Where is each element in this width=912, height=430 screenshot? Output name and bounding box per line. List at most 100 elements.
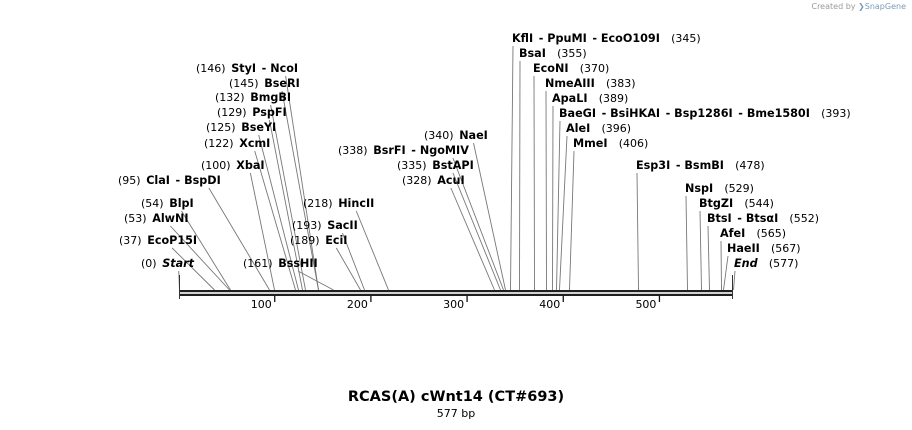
label-gap — [590, 122, 601, 135]
watermark-brand: SnapGene — [864, 2, 906, 11]
enzyme-name: BaeGI — [559, 107, 596, 120]
sequence-backbone — [179, 275, 733, 299]
leader-line — [707, 225, 710, 291]
enzyme-name: BseRI — [264, 77, 300, 90]
snapgene-watermark: Created by ❯SnapGene — [811, 2, 906, 11]
site-position: (122) — [204, 137, 234, 150]
backbone-bottom-strand — [179, 293, 733, 296]
site-position: (189) — [290, 234, 320, 247]
enzyme-label-text: (340) NaeI — [424, 129, 488, 142]
enzyme-name: EcoO109I — [601, 32, 660, 45]
enzyme-label: (129) PspFI — [217, 106, 287, 119]
label-gap — [713, 182, 724, 195]
enzyme-label: (340) NaeI — [424, 129, 488, 142]
enzyme-label: (338) BsrFI - NgoMIV — [338, 144, 469, 157]
leader-line — [556, 120, 561, 291]
enzyme-label-text: End (577) — [734, 257, 798, 270]
enzyme-name: EcoNI — [533, 62, 569, 75]
enzyme-label: (0) Start — [141, 257, 195, 270]
leader-line — [249, 172, 275, 291]
label-gap — [745, 227, 756, 240]
site-position: (552) — [789, 212, 819, 225]
site-position: (340) — [424, 129, 454, 142]
construct-length: 577 bp — [436, 407, 476, 420]
enzyme-name: ApaLI — [552, 92, 588, 105]
enzyme-label-text: BtgZI (544) — [699, 197, 774, 210]
leader-line — [510, 45, 514, 291]
enzyme-label-text: (0) Start — [141, 257, 195, 270]
enzyme-label-text: AfeI (565) — [720, 227, 786, 240]
leader-line — [268, 119, 303, 291]
enzyme-name: AleI — [566, 122, 590, 135]
enzyme-name: BtgZI — [699, 197, 733, 210]
enzyme-separator: - — [533, 32, 547, 45]
enzyme-label-text: (100) XbaI — [201, 159, 265, 172]
enzyme-label: (218) HincII — [303, 197, 374, 210]
enzyme-label: (53) AlwNI — [124, 212, 189, 225]
leader-line — [270, 104, 306, 291]
enzyme-label-text: HaeII (567) — [727, 242, 801, 255]
enzyme-label-text: (146) StyI - NcoI — [196, 62, 298, 75]
enzyme-label: BaeGI - BsiHKAI - Bsp1286I - Bme1580I (3… — [559, 107, 851, 120]
site-position: (544) — [744, 197, 774, 210]
enzyme-name: ClaI — [146, 174, 170, 187]
enzyme-label-text: MmeI (406) — [573, 137, 648, 150]
enzyme-label-text: BaeGI - BsiHKAI - Bsp1286I - Bme1580I (3… — [559, 107, 851, 120]
enzyme-name: PspFI — [252, 106, 286, 119]
leader-line — [552, 105, 554, 291]
site-position: (478) — [735, 159, 765, 172]
enzyme-label-text: (53) AlwNI — [124, 212, 189, 225]
enzyme-name: Bme1580I — [747, 107, 810, 120]
enzyme-name: Bsp1286I — [674, 107, 733, 120]
enzyme-label-text: (145) BseRI — [229, 77, 300, 90]
enzyme-separator: - — [670, 159, 684, 172]
enzyme-label-text: (189) EciI — [290, 234, 347, 247]
site-position: (129) — [217, 106, 247, 119]
site-position: (100) — [201, 159, 231, 172]
enzyme-label-text: (54) BlpI — [141, 197, 194, 210]
leader-line — [335, 247, 361, 291]
tick-label: 400 — [539, 298, 560, 311]
leader-line — [452, 172, 501, 291]
enzyme-label: (125) BseYI — [206, 121, 276, 134]
site-position: (370) — [580, 62, 610, 75]
enzyme-name: BsiHKAI — [610, 107, 660, 120]
enzyme-name: BseYI — [241, 121, 276, 134]
enzyme-label-text: (132) BmgBI — [215, 91, 291, 104]
enzyme-name: Esp3I — [636, 159, 670, 172]
enzyme-name: MmeI — [573, 137, 608, 150]
enzyme-label-text: EcoNI (370) — [533, 62, 609, 75]
enzyme-label-text: (335) BstAPI — [397, 159, 474, 172]
leader-line — [699, 210, 702, 291]
enzyme-labels: (0) Start(37) EcoP15I(53) AlwNI(54) BlpI… — [118, 32, 851, 270]
enzyme-label: NmeAIII (383) — [545, 77, 636, 90]
enzyme-label-text: (218) HincII — [303, 197, 374, 210]
enzyme-label: (161) BssHII — [243, 257, 318, 270]
enzyme-name: BtsI — [707, 212, 732, 225]
enzyme-label: NspI (529) — [685, 182, 754, 195]
enzyme-label: MmeI (406) — [573, 137, 648, 150]
enzyme-name: SacII — [327, 219, 358, 232]
enzyme-name: AfeI — [720, 227, 745, 240]
enzyme-label-text: (338) BsrFI - NgoMIV — [338, 144, 469, 157]
leader-line — [473, 142, 506, 291]
leader-line — [285, 75, 319, 291]
leader-line — [685, 195, 688, 291]
enzyme-label: (328) AcuI — [402, 174, 465, 187]
enzyme-label: BsaI (355) — [519, 47, 587, 60]
leader-line — [297, 270, 334, 291]
enzyme-name: BsrFI — [373, 144, 406, 157]
backbone-top-strand — [179, 290, 733, 293]
enzyme-label: BtsI - BtsαI (552) — [707, 212, 819, 225]
leader-line — [450, 187, 495, 291]
leader-line — [171, 247, 215, 291]
enzyme-separator: - — [660, 107, 674, 120]
site-position: (567) — [771, 242, 801, 255]
enzyme-name: KflI — [512, 32, 533, 45]
label-gap — [733, 197, 744, 210]
leader-line — [519, 60, 521, 291]
enzyme-label-text: (328) AcuI — [402, 174, 465, 187]
site-position: (193) — [292, 219, 322, 232]
site-position: (577) — [769, 257, 799, 270]
